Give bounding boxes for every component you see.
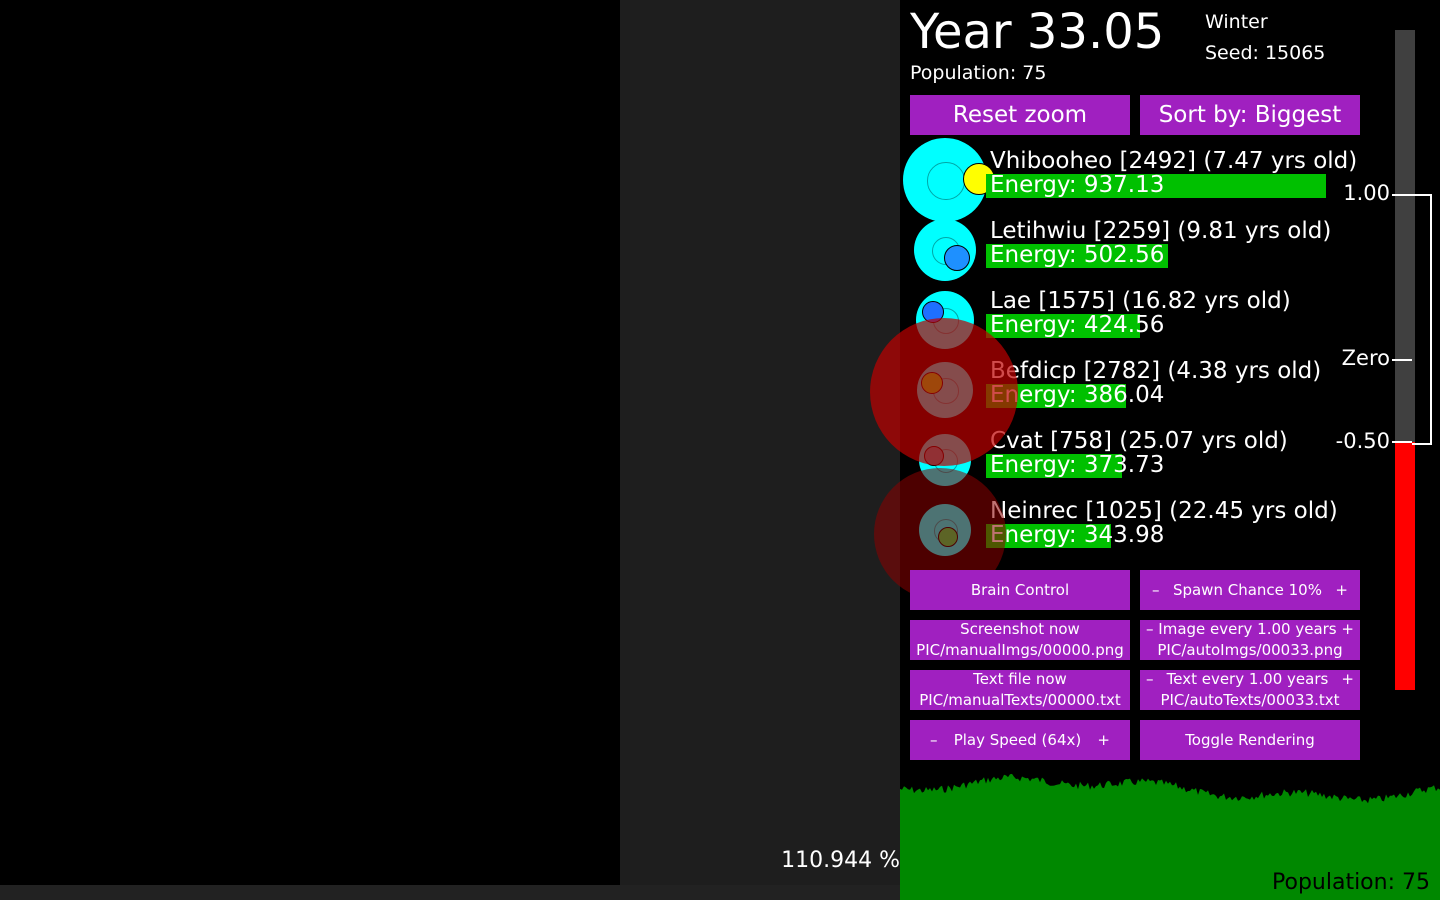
world-background	[620, 0, 900, 885]
creature-row[interactable]: Vhibooheo [2492] (7.47 yrs old) Energy: 9…	[900, 138, 1370, 222]
spawn-chance-decrease-button[interactable]: –	[1152, 580, 1160, 599]
text-path: PIC/autoTexts/00033.txt	[1160, 691, 1340, 709]
year-display: Year 33.05	[910, 4, 1165, 60]
creature-row[interactable]: Cvat [758] (25.07 yrs old) Energy: 373.73	[900, 425, 1370, 495]
creature-mouth-icon	[921, 301, 944, 324]
toggle-rendering-button[interactable]: Toggle Rendering	[1140, 720, 1360, 760]
meter-label-top: 1.00	[1343, 181, 1390, 205]
creature-name: Befdicp [2782] (4.38 yrs old)	[990, 358, 1322, 384]
population-graph-area	[900, 773, 1440, 900]
meter-label-bottom: -0.50	[1335, 429, 1390, 453]
text-interval-control[interactable]: – Text every 1.00 years + PIC/autoTexts/…	[1140, 670, 1360, 710]
play-speed-decrease-button[interactable]: –	[930, 730, 938, 749]
image-path: PIC/autoImgs/00033.png	[1157, 641, 1343, 659]
creature-energy-label: Energy: 937.13	[990, 172, 1165, 198]
spawn-chance-control[interactable]: – Spawn Chance 10% +	[1140, 570, 1360, 610]
sort-by-button[interactable]: Sort by: Biggest	[1140, 95, 1360, 135]
meter-fill	[1395, 441, 1415, 690]
brain-control-button[interactable]: Brain Control	[910, 570, 1130, 610]
seed-label: Seed: 15065	[1205, 42, 1326, 64]
creature-row[interactable]: Neinrec [1025] (22.45 yrs old) Energy: 34…	[900, 495, 1370, 565]
image-interval-label: Image every 1.00 years	[1158, 620, 1337, 638]
creature-mouth-icon	[937, 526, 958, 547]
creature-energy-bar	[986, 174, 1326, 198]
zoom-level: 110.944 %	[781, 848, 900, 873]
creature-energy-label: Energy: 386.04	[990, 382, 1165, 408]
creature-energy-bar	[986, 524, 1111, 548]
creature-row[interactable]: Befdicp [2782] (4.38 yrs old) Energy: 386…	[900, 355, 1370, 425]
creature-row[interactable]: Letihwiu [2259] (9.81 yrs old) Energy: 50…	[900, 215, 1370, 285]
play-speed-control[interactable]: – Play Speed (64x) +	[910, 720, 1130, 760]
meter-bracket	[1412, 194, 1432, 445]
play-speed-increase-button[interactable]: +	[1097, 730, 1110, 749]
creature-mouth-icon	[943, 244, 970, 271]
screenshot-now-button[interactable]: Screenshot now PIC/manualImgs/00000.png	[910, 620, 1130, 660]
spawn-chance-increase-button[interactable]: +	[1335, 580, 1348, 599]
image-interval-control[interactable]: – Image every 1.00 years + PIC/autoImgs/…	[1140, 620, 1360, 660]
text-file-path: PIC/manualTexts/00000.txt	[919, 691, 1121, 709]
creature-mouth-icon	[921, 372, 943, 394]
screenshot-now-label: Screenshot now	[960, 620, 1080, 638]
horizontal-scrollbar[interactable]	[0, 885, 900, 900]
spawn-chance-label: Spawn Chance 10%	[1172, 580, 1322, 599]
population-graph-label: Population: 75	[1272, 870, 1430, 895]
image-interval-decrease-button[interactable]: –	[1146, 620, 1154, 638]
reset-zoom-button[interactable]: Reset zoom	[910, 95, 1130, 135]
play-speed-label: Play Speed (64x)	[953, 730, 1082, 749]
creature-energy-label: Energy: 502.56	[990, 242, 1165, 268]
creature-energy-label: Energy: 343.98	[990, 522, 1165, 548]
season-label: Winter	[1205, 11, 1268, 33]
creature-energy-label: Energy: 373.73	[990, 452, 1165, 478]
text-interval-label: Text every 1.00 years	[1166, 670, 1329, 688]
terrain-grid[interactable]	[0, 0, 620, 885]
population-count: Population: 75	[910, 62, 1047, 84]
creature-energy-bar	[986, 244, 1168, 268]
creature-name: Cvat [758] (25.07 yrs old)	[990, 428, 1288, 454]
side-panel: Year 33.05 Population: 75 Winter Seed: 1…	[870, 0, 1440, 900]
creature-vision-ring-icon	[927, 162, 965, 200]
screenshot-path: PIC/manualImgs/00000.png	[916, 641, 1124, 659]
world-map[interactable]	[0, 0, 620, 885]
creature-name: Letihwiu [2259] (9.81 yrs old)	[990, 218, 1332, 244]
meter-label-zero: Zero	[1341, 346, 1390, 370]
text-file-now-label: Text file now	[973, 670, 1067, 688]
creature-row[interactable]: Lae [1575] (16.82 yrs old) Energy: 424.56	[900, 285, 1370, 355]
creature-name: Vhibooheo [2492] (7.47 yrs old)	[990, 148, 1358, 174]
meter-tick-top	[1392, 194, 1412, 196]
text-interval-decrease-button[interactable]: –	[1146, 670, 1154, 688]
text-file-now-button[interactable]: Text file now PIC/manualTexts/00000.txt	[910, 670, 1130, 710]
creature-name: Lae [1575] (16.82 yrs old)	[990, 288, 1291, 314]
text-interval-increase-button[interactable]: +	[1341, 670, 1354, 688]
creature-name: Neinrec [1025] (22.45 yrs old)	[990, 498, 1338, 524]
creature-energy-label: Energy: 424.56	[990, 312, 1165, 338]
population-graph	[900, 773, 1440, 900]
meter-tick-zero	[1392, 359, 1412, 361]
meter-tick-bottom	[1392, 441, 1412, 443]
image-interval-increase-button[interactable]: +	[1341, 620, 1354, 638]
